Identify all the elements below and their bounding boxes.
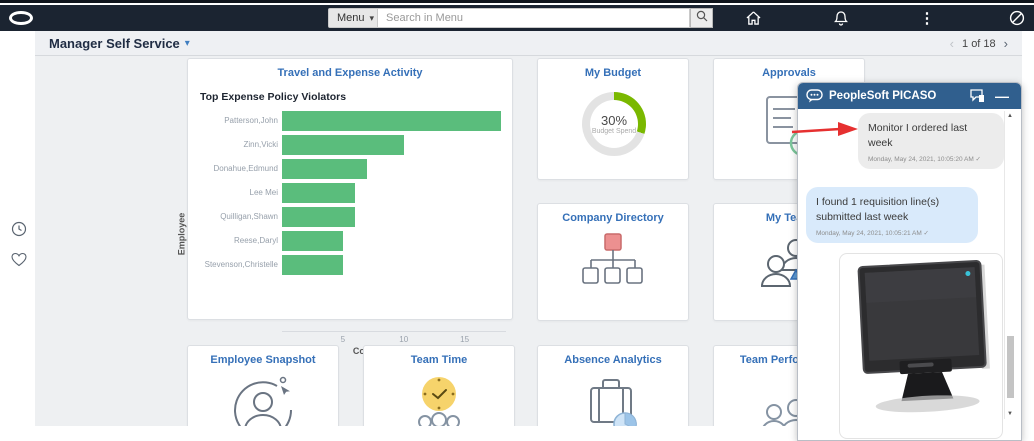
menu-button[interactable]: Menu ▾ xyxy=(328,8,384,28)
employee-snapshot-icon xyxy=(188,372,338,426)
page-title: Manager Self Service xyxy=(49,35,180,51)
budget-caption: Budget Spend xyxy=(591,128,637,135)
pager-prev-icon[interactable]: ‹ xyxy=(949,36,955,51)
scrollbar-thumb[interactable] xyxy=(1007,336,1014,398)
process-monitor-button[interactable] xyxy=(1008,9,1026,27)
tile-team-time[interactable]: Team Time xyxy=(363,345,515,426)
tile-title: Company Directory xyxy=(562,212,664,224)
menu-button-label: Menu xyxy=(337,12,365,24)
clear-conversation-icon[interactable] xyxy=(970,89,985,103)
x-axis-tick: 10 xyxy=(399,335,409,344)
bar-category-label: Quilligan,Shawn xyxy=(220,212,278,221)
pager-next-icon[interactable]: › xyxy=(1003,36,1008,51)
absence-briefcase-icon xyxy=(538,372,688,426)
bar-category-label: Lee Mei xyxy=(249,188,278,197)
page-header: Manager Self Service ▾ ‹ 1 of 18 › xyxy=(35,31,1022,56)
message-timestamp: Monday, May 24, 2021, 10:05:20 AM ✓ xyxy=(868,156,982,164)
process-monitor-icon xyxy=(1009,10,1025,26)
message-text: I found 1 requisition line(s) submitted … xyxy=(816,196,940,224)
scroll-down-icon[interactable]: ▼ xyxy=(1007,411,1013,417)
tile-absence-analytics[interactable]: Absence Analytics xyxy=(537,345,689,426)
chat-title: PeopleSoft PICASO xyxy=(829,90,937,102)
search-button[interactable] xyxy=(690,8,713,28)
bar-category-label: Stevenson,Christelle xyxy=(204,260,278,269)
search-input[interactable]: Search in Menu xyxy=(377,8,690,28)
bar-row: Lee Mei xyxy=(188,181,508,205)
tile-title: Team Time xyxy=(410,354,468,366)
bar xyxy=(282,111,502,131)
recent-items-clock-icon[interactable] xyxy=(11,221,27,237)
budget-donut-gauge: 30% Budget Spend xyxy=(582,92,646,156)
global-navbar: Menu ▾ Search in Menu ⋮ xyxy=(0,5,1034,31)
search-placeholder: Search in Menu xyxy=(386,12,464,24)
bar xyxy=(282,135,404,155)
tile-title: Employee Snapshot xyxy=(210,354,316,366)
monitor-product-image xyxy=(857,260,990,413)
bar-category-label: Zinn,Vicki xyxy=(243,140,278,149)
chevron-down-icon: ▾ xyxy=(369,12,375,23)
message-text: Monitor I ordered last week xyxy=(868,122,968,150)
x-axis-tick: 15 xyxy=(460,335,470,344)
bar-row: Quilligan,Shawn xyxy=(188,205,508,229)
home-icon xyxy=(746,11,761,25)
tile-title: My Budget xyxy=(584,67,642,79)
team-time-clock-icon xyxy=(364,372,514,426)
tile-title: Absence Analytics xyxy=(564,354,662,366)
bar xyxy=(282,255,343,275)
bar xyxy=(282,231,343,251)
tile-pager: ‹ 1 of 18 › xyxy=(950,31,1008,56)
home-button[interactable] xyxy=(744,9,762,27)
minimize-icon[interactable]: — xyxy=(995,88,1009,104)
bar-category-label: Patterson,John xyxy=(224,116,278,125)
chart-title: Top Expense Policy Violators xyxy=(200,91,347,103)
org-chart-icon xyxy=(538,230,688,296)
search-icon xyxy=(696,9,708,27)
actions-kebab-icon: ⋮ xyxy=(919,10,935,27)
bar-category-label: Donahue,Edmund xyxy=(213,164,279,173)
gauge-center: 30% Budget Spend xyxy=(590,100,638,148)
favorites-heart-icon[interactable] xyxy=(11,252,27,268)
bar xyxy=(282,183,356,203)
chat-message-user: Monitor I ordered last week Monday, May … xyxy=(858,113,1004,170)
bar-row: Stevenson,Christelle xyxy=(188,253,508,277)
notifications-bell-icon xyxy=(834,10,848,26)
bar-chart: Patterson,John Zinn,Vicki Donahue,Edmund Le… xyxy=(176,109,508,374)
tile-title: Travel and Expense Activity xyxy=(277,67,423,79)
scroll-up-icon[interactable]: ▲ xyxy=(1007,113,1013,119)
product-image-card[interactable] xyxy=(839,253,1003,439)
browser-top-strip xyxy=(0,0,1034,3)
chat-scrollbar[interactable]: ▲ ▼ xyxy=(1004,111,1014,419)
picaso-chat-panel: PeopleSoft PICASO — Monitor I ordered la… xyxy=(797,82,1022,441)
tile-travel-and-expense-activity[interactable]: Travel and Expense Activity Top Expense … xyxy=(176,58,513,374)
bar xyxy=(282,207,356,227)
left-rail xyxy=(0,31,35,426)
homepage-selector-caret-icon[interactable]: ▾ xyxy=(184,37,190,49)
bar-row: Zinn,Vicki xyxy=(188,133,508,157)
budget-percent: 30% xyxy=(600,113,628,128)
bar-row: Reese,Daryl xyxy=(188,229,508,253)
oracle-logo xyxy=(9,11,33,25)
bar-row: Donahue,Edmund xyxy=(188,157,508,181)
message-timestamp: Monday, May 24, 2021, 10:05:21 AM ✓ xyxy=(816,230,930,238)
tile-title: Approvals xyxy=(762,67,816,79)
pager-label: 1 of 18 xyxy=(962,37,996,50)
bar xyxy=(282,159,368,179)
chat-header[interactable]: PeopleSoft PICASO — xyxy=(798,83,1021,109)
tile-my-budget[interactable]: My Budget 30% Budget Spend xyxy=(537,58,689,180)
tile-employee-snapshot[interactable]: Employee Snapshot xyxy=(187,345,339,426)
bar-row: Patterson,John xyxy=(188,109,508,133)
chat-message-bot: I found 1 requisition line(s) submitted … xyxy=(806,187,978,244)
actions-menu-button[interactable]: ⋮ xyxy=(918,9,936,27)
y-axis-label: Employee xyxy=(176,212,187,256)
tile-company-directory[interactable]: Company Directory xyxy=(537,203,689,321)
bar-category-label: Reese,Daryl xyxy=(233,236,278,245)
notifications-button[interactable] xyxy=(832,9,850,27)
x-axis-tick: 5 xyxy=(340,335,346,344)
picaso-chat-bubble-icon xyxy=(806,89,823,103)
x-axis-line xyxy=(282,331,506,332)
